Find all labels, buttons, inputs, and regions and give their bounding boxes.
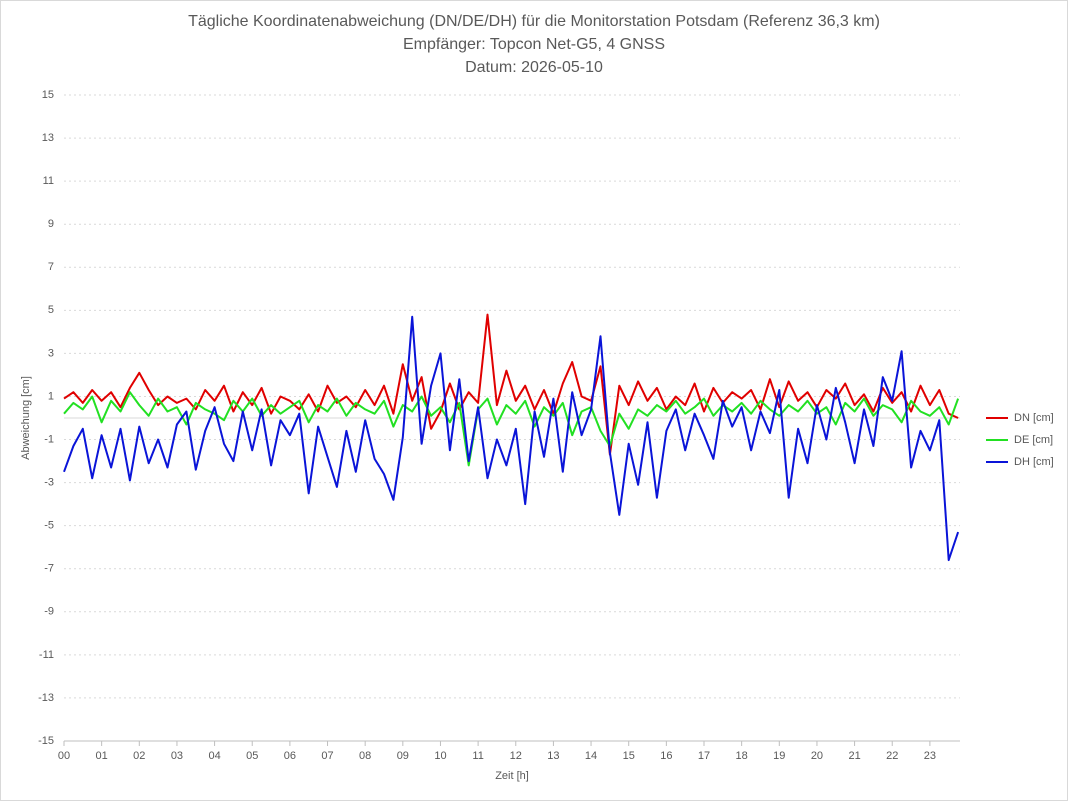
y-tick-label: -1 xyxy=(44,433,54,445)
y-tick-label: -15 xyxy=(38,735,54,747)
x-tick-label: 14 xyxy=(585,750,597,762)
y-tick-label: -9 xyxy=(44,606,54,618)
x-tick-label: 22 xyxy=(886,750,898,762)
y-tick-label: -13 xyxy=(38,692,54,704)
x-tick-label: 01 xyxy=(96,750,108,762)
legend-label: DE [cm] xyxy=(1014,434,1053,446)
y-tick-label: -3 xyxy=(44,477,54,489)
x-tick-label: 05 xyxy=(246,750,258,762)
x-tick-label: 20 xyxy=(811,750,823,762)
legend-label: DN [cm] xyxy=(1014,412,1054,424)
y-tick-label: 7 xyxy=(48,261,54,273)
y-tick-label: 11 xyxy=(43,175,54,187)
x-tick-label: 18 xyxy=(736,750,748,762)
x-tick-label: 21 xyxy=(848,750,860,762)
x-tick-label: 12 xyxy=(510,750,522,762)
y-tick-label: 13 xyxy=(42,132,54,144)
series-line xyxy=(63,315,960,562)
y-tick-label: 3 xyxy=(48,347,54,359)
y-tick-label: 5 xyxy=(48,304,54,316)
y-tick-label: -7 xyxy=(44,563,54,575)
x-axis-label: Zeit [h] xyxy=(495,770,529,782)
x-tick-label: 13 xyxy=(547,750,559,762)
x-tick-label: 17 xyxy=(698,750,710,762)
chart-title: Tägliche Koordinatenabweichung (DN/DE/DH… xyxy=(188,13,880,30)
x-tick-label: 03 xyxy=(171,750,183,762)
x-tick-label: 07 xyxy=(321,750,333,762)
x-tick-label: 19 xyxy=(773,750,785,762)
x-tick-label: 06 xyxy=(284,750,296,762)
x-tick-label: 16 xyxy=(660,750,672,762)
y-tick-label: -5 xyxy=(44,520,54,532)
x-tick-label: 02 xyxy=(133,750,145,762)
legend-label: DH [cm] xyxy=(1014,456,1054,468)
x-tick-label: 10 xyxy=(434,750,446,762)
chart-date: Datum: 2026-05-10 xyxy=(465,59,603,76)
y-tick-label: 15 xyxy=(42,89,54,101)
y-tick-label: 1 xyxy=(48,390,54,402)
series-line xyxy=(63,313,959,456)
x-tick-label: 09 xyxy=(397,750,409,762)
chart-subtitle: Empfänger: Topcon Net-G5, 4 GNSS xyxy=(403,36,665,53)
x-tick-label: 15 xyxy=(623,750,635,762)
x-tick-label: 11 xyxy=(472,750,483,762)
x-tick-label: 08 xyxy=(359,750,371,762)
x-tick-label: 04 xyxy=(208,750,220,762)
y-tick-label: -11 xyxy=(39,649,54,661)
y-tick-label: 9 xyxy=(48,218,54,230)
x-tick-label: 23 xyxy=(924,750,936,762)
x-tick-label: 00 xyxy=(58,750,70,762)
y-axis-label: Abweichung [cm] xyxy=(20,376,32,460)
